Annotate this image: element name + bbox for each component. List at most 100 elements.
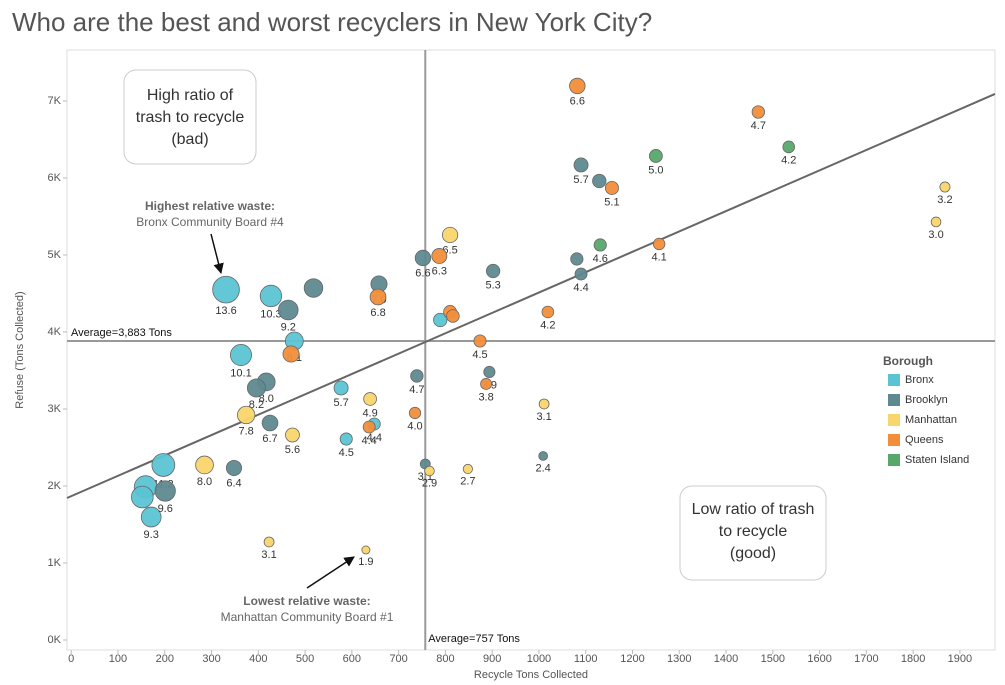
data-label: 4.5 [339,447,354,459]
bubble [538,451,548,461]
y-tick-label: 2K [48,480,62,492]
bubble [570,252,584,266]
data-label: 2.4 [536,462,551,474]
data-label: 3.1 [261,549,276,561]
bubble [414,249,432,267]
reference-label: Average=3,883 Tons [71,327,172,339]
data-label: 8.0 [259,393,274,405]
data-label: 13.6 [215,305,236,317]
bubble [930,216,942,228]
bubble [410,369,424,383]
x-tick-label: 700 [389,653,407,665]
annotation-text: (bad) [171,131,208,148]
plot-frame [66,49,996,651]
x-tick-label: 1200 [620,653,644,665]
data-label: 4.1 [652,252,667,264]
y-tick-label: 0K [48,634,62,646]
annotation-text: Highest relative waste: [145,199,275,213]
x-tick-label: 1100 [574,653,598,665]
bubble [573,157,589,173]
bubble [140,506,162,528]
bubble [362,420,376,434]
data-label: 8.0 [197,476,212,488]
x-tick-label: 100 [109,653,127,665]
bubble [261,414,279,432]
y-tick-label: 3K [48,403,62,415]
x-tick-label: 1300 [667,653,691,665]
bubble [277,299,299,321]
x-tick-label: 1000 [527,653,551,665]
data-label: 4.9 [362,407,377,419]
bubble [154,480,176,502]
bubble [285,427,300,443]
x-tick-label: 800 [436,653,454,665]
data-label: 5.0 [648,164,663,176]
x-tick-label: 0 [68,653,74,665]
data-label: 3.1 [536,411,551,423]
annotation-text: Lowest relative waste: [243,594,370,608]
legend-label: Manhattan [905,414,957,426]
data-label: 7.8 [238,426,253,438]
annotation-arrow [306,556,355,589]
annotation-box [123,69,257,165]
y-tick-label: 5K [48,249,62,261]
x-tick-label: 1400 [714,653,738,665]
bubble [333,380,349,396]
data-label: 4.5 [472,349,487,361]
bubble [424,465,435,477]
bubble [151,453,176,477]
bubble [408,406,422,420]
bubble [361,545,371,555]
data-label: 3.8 [478,391,493,403]
bubble [604,181,619,195]
bubble [212,275,240,304]
trend-line [66,93,996,499]
y-tick-label: 4K [48,326,62,338]
bubble [652,237,666,251]
x-tick-label: 200 [156,653,174,665]
legend-title: Borough [883,354,933,368]
data-label: 4.6 [593,253,608,265]
legend-label: Staten Island [905,454,969,466]
data-label: 4.2 [781,155,796,167]
bubble [483,365,496,378]
annotation-text: Low ratio of trash [692,501,815,518]
y-tick-label: 7K [48,95,62,107]
data-label: 4.7 [751,120,766,132]
bubble [246,378,266,398]
bubble [473,334,487,348]
x-axis-label: Recycle Tons Collected [474,669,588,681]
data-label: 9.2 [281,322,296,334]
bubble [446,309,460,323]
x-tick-label: 1900 [948,653,972,665]
bubble [225,459,243,476]
bubble [592,173,607,189]
x-tick-label: 900 [483,653,501,665]
legend-swatch [888,434,900,446]
bubble [648,149,663,163]
data-label: 4.4 [367,432,382,444]
annotation-text: High ratio of [147,87,234,104]
legend-label: Bronx [905,374,934,386]
bubble [131,485,154,509]
data-label: 3.2 [937,194,952,206]
x-tick-label: 1800 [901,653,925,665]
legend-swatch [888,374,900,386]
bubble [303,278,324,298]
data-label: 6.8 [370,307,385,319]
legend-swatch [888,414,900,426]
annotation-text: to recycle [719,523,788,540]
x-tick-label: 300 [202,653,220,665]
x-tick-label: 1700 [854,653,878,665]
data-label: 10.1 [230,367,251,379]
annotation-text: trash to recycle [136,109,245,126]
data-label: 5.1 [604,196,619,208]
bubble [339,432,353,446]
annotation-text: Manhattan Community Board #1 [221,610,394,624]
bubble [574,267,588,281]
bubble [939,181,951,193]
annotation-text: (good) [730,545,776,562]
x-tick-label: 600 [343,653,361,665]
bubble [569,77,586,95]
